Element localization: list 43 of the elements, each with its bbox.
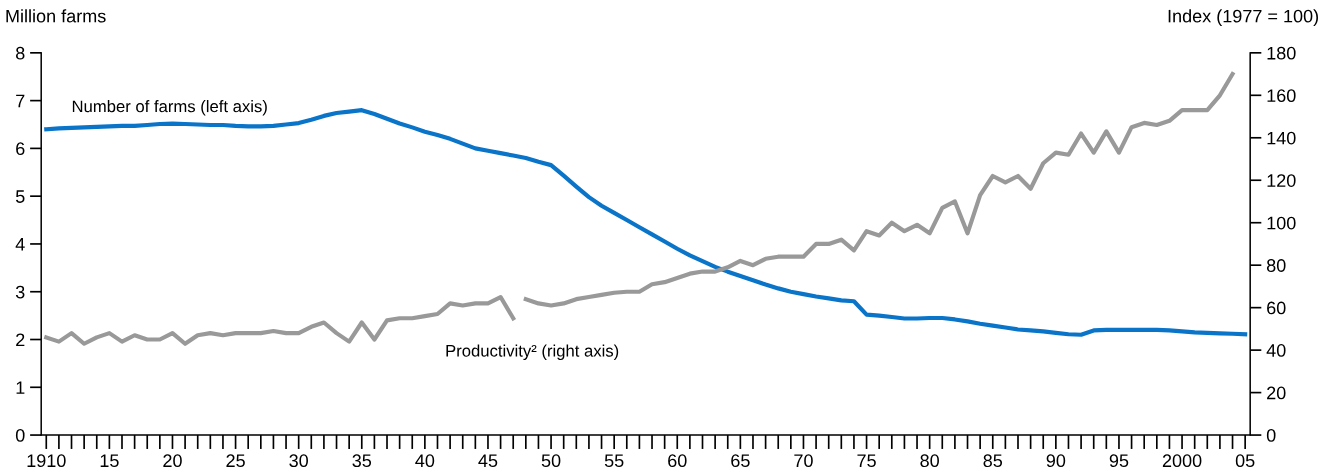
x-tick-label: 25	[226, 454, 245, 468]
x-tick-label: 40	[415, 454, 435, 468]
x-tick-label: 55	[604, 454, 624, 468]
x-tick-label: 05	[1235, 454, 1255, 468]
x-tick-label: 70	[794, 454, 813, 468]
y2-tick-label: 180	[1267, 46, 1296, 60]
x-tick-label: 50	[541, 454, 561, 468]
x-tick-label: 15	[100, 454, 119, 468]
y2-tick-label: 80	[1266, 259, 1286, 272]
y2-tick-label: 120	[1267, 174, 1296, 187]
y-tick-label: 7	[16, 94, 25, 108]
x-tick-label: 80	[920, 454, 939, 468]
series-label: Productivity² (right axis)	[446, 344, 619, 361]
x-tick-label: 30	[289, 454, 309, 468]
x-tick-label: 85	[983, 454, 1003, 468]
y2-tick-label: 140	[1267, 131, 1296, 145]
x-tick-label: 1910	[27, 454, 66, 468]
y2-tick-label: 40	[1266, 344, 1286, 357]
y-tick-label: 0	[15, 429, 25, 442]
y2-axis-title: Index (1977 = 100)	[1168, 9, 1318, 27]
x-tick-label: 45	[478, 454, 498, 468]
y-tick-label: 1	[16, 381, 25, 394]
y2-tick-label: 100	[1267, 216, 1296, 230]
y-axis-title: Million farms	[6, 9, 106, 23]
x-tick-label: 35	[352, 454, 372, 468]
x-tick-label: 90	[1046, 454, 1066, 468]
x-tick-label: 65	[731, 454, 750, 468]
x-tick-label: 2000	[1162, 454, 1202, 468]
series-label: Number of farms (left axis)	[72, 100, 267, 116]
y2-tick-label: 20	[1267, 386, 1286, 400]
y-tick-label: 5	[15, 190, 25, 203]
x-tick-label: 75	[857, 454, 876, 468]
x-tick-label: 95	[1109, 454, 1129, 468]
y2-tick-label: 60	[1267, 301, 1286, 315]
x-tick-label: 20	[163, 454, 182, 468]
y2-tick-label: 0	[1266, 429, 1276, 442]
y-tick-label: 6	[16, 142, 25, 156]
y-tick-label: 4	[15, 238, 25, 251]
x-tick-label: 60	[668, 454, 687, 468]
y-tick-label: 8	[16, 46, 25, 60]
y-tick-label: 3	[15, 285, 25, 299]
y2-tick-label: 160	[1267, 89, 1296, 103]
y-tick-label: 2	[16, 333, 25, 347]
